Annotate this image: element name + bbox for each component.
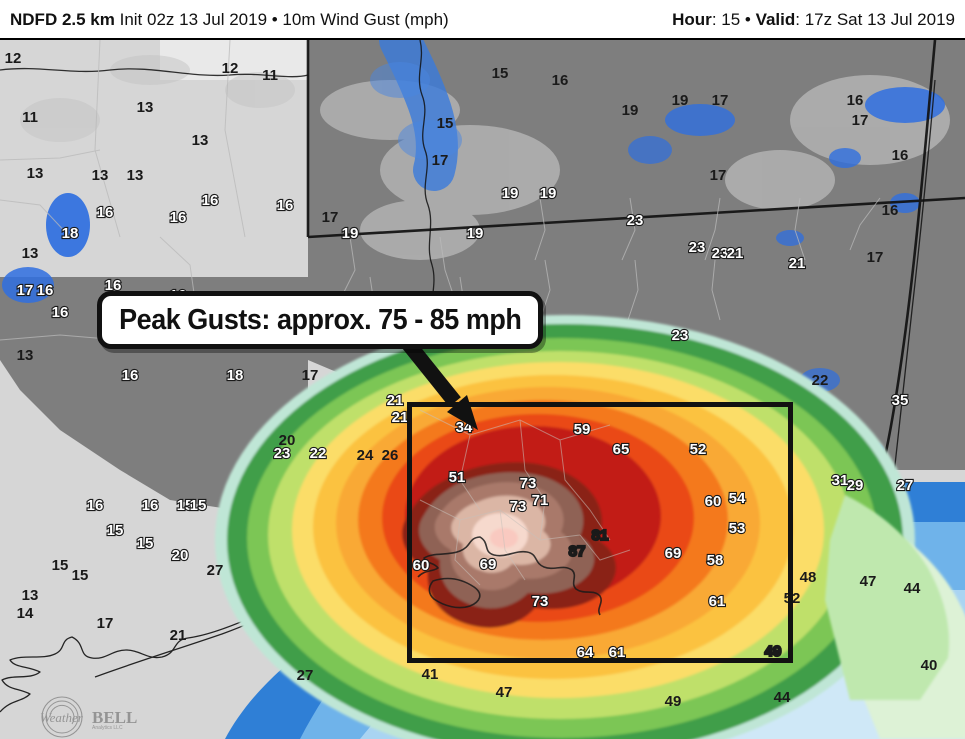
svg-text:16: 16 — [142, 497, 159, 514]
svg-text:23: 23 — [689, 239, 706, 256]
svg-text:17: 17 — [322, 209, 339, 226]
svg-text:19: 19 — [502, 185, 519, 202]
svg-text:21: 21 — [387, 392, 404, 409]
svg-text:16: 16 — [122, 367, 139, 384]
svg-text:22: 22 — [812, 372, 829, 389]
svg-text:13: 13 — [27, 165, 44, 182]
svg-text:15: 15 — [190, 497, 207, 514]
svg-text:17: 17 — [712, 92, 729, 109]
svg-text:44: 44 — [774, 689, 791, 706]
svg-text:16: 16 — [277, 197, 294, 214]
svg-text:15: 15 — [437, 115, 454, 132]
svg-text:13: 13 — [22, 587, 39, 604]
svg-text:41: 41 — [422, 666, 439, 683]
svg-text:21: 21 — [392, 409, 409, 426]
svg-text:12: 12 — [5, 50, 22, 67]
svg-text:16: 16 — [847, 92, 864, 109]
svg-text:27: 27 — [297, 667, 314, 684]
svg-text:35: 35 — [892, 392, 909, 409]
svg-text:13: 13 — [127, 167, 144, 184]
svg-text:27: 27 — [897, 477, 914, 494]
svg-text:16: 16 — [882, 202, 899, 219]
svg-text:14: 14 — [17, 605, 34, 622]
svg-text:15: 15 — [492, 65, 509, 82]
svg-text:40: 40 — [921, 657, 938, 674]
svg-text:29: 29 — [847, 477, 864, 494]
svg-text:13: 13 — [192, 132, 209, 149]
svg-text:19: 19 — [672, 92, 689, 109]
svg-text:19: 19 — [342, 225, 359, 242]
svg-text:16: 16 — [170, 209, 187, 226]
svg-text:16: 16 — [892, 147, 909, 164]
svg-text:19: 19 — [540, 185, 557, 202]
svg-text:19: 19 — [467, 225, 484, 242]
svg-text:47: 47 — [860, 573, 877, 590]
svg-text:18: 18 — [62, 225, 79, 242]
svg-text:24: 24 — [357, 447, 374, 464]
svg-text:17: 17 — [867, 249, 884, 266]
svg-text:16: 16 — [202, 192, 219, 209]
svg-text:13: 13 — [137, 99, 154, 116]
svg-text:17: 17 — [17, 282, 34, 299]
svg-text:47: 47 — [496, 684, 513, 701]
svg-text:26: 26 — [382, 447, 399, 464]
svg-text:15: 15 — [72, 567, 89, 584]
svg-text:18: 18 — [227, 367, 244, 384]
svg-text:19: 19 — [622, 102, 639, 119]
svg-text:17: 17 — [97, 615, 114, 632]
svg-text:13: 13 — [22, 245, 39, 262]
svg-text:21: 21 — [727, 245, 744, 262]
svg-text:49: 49 — [665, 693, 682, 710]
svg-text:16: 16 — [37, 282, 54, 299]
svg-text:13: 13 — [92, 167, 109, 184]
svg-text:17: 17 — [852, 112, 869, 129]
svg-text:17: 17 — [302, 367, 319, 384]
svg-text:21: 21 — [789, 255, 806, 272]
svg-text:21: 21 — [170, 627, 187, 644]
svg-text:23: 23 — [627, 212, 644, 229]
svg-text:16: 16 — [97, 204, 114, 221]
svg-text:23: 23 — [672, 327, 689, 344]
svg-text:48: 48 — [800, 569, 817, 586]
svg-text:16: 16 — [552, 72, 569, 89]
svg-text:17: 17 — [710, 167, 727, 184]
svg-text:23: 23 — [274, 445, 291, 462]
svg-text:44: 44 — [904, 580, 921, 597]
svg-text:15: 15 — [137, 535, 154, 552]
svg-text:16: 16 — [52, 304, 69, 321]
svg-text:15: 15 — [52, 557, 69, 574]
svg-text:15: 15 — [107, 522, 124, 539]
svg-text:11: 11 — [22, 109, 38, 126]
svg-text:20: 20 — [172, 547, 189, 564]
svg-text:27: 27 — [207, 562, 224, 579]
svg-text:11: 11 — [262, 67, 278, 84]
svg-text:13: 13 — [17, 347, 34, 364]
svg-text:12: 12 — [222, 60, 239, 77]
svg-text:16: 16 — [87, 497, 104, 514]
svg-text:31: 31 — [832, 472, 849, 489]
svg-text:17: 17 — [432, 152, 449, 169]
svg-text:22: 22 — [310, 445, 327, 462]
